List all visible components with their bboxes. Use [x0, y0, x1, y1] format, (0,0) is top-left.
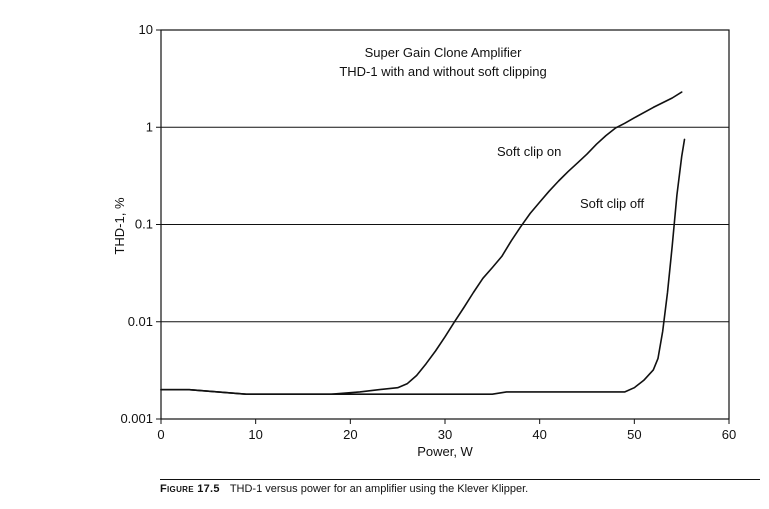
x-tick-label: 60 [722, 427, 736, 442]
figure-caption: Figure 17.5 THD-1 versus power for an amp… [160, 483, 760, 495]
thd-chart: 0 10 20 30 40 50 60 0.001 0.01 0.1 1 10 Super Gain… [112, 22, 736, 459]
x-tick-label: 0 [157, 427, 164, 442]
series-label-soft-clip-off: Soft clip off [580, 196, 644, 211]
x-axis-label: Power, W [417, 444, 473, 459]
x-tick-label: 50 [627, 427, 641, 442]
figure-label: Figure 17.5 [160, 483, 220, 495]
y-tick-label: 10 [139, 22, 153, 37]
x-axis-ticks: 0 10 20 30 40 50 60 [157, 419, 736, 442]
caption-divider [160, 479, 760, 480]
x-tick-label: 40 [532, 427, 546, 442]
y-tick-label: 0.1 [135, 217, 153, 232]
x-tick-label: 30 [438, 427, 452, 442]
series-line-soft-clip-off [160, 138, 686, 396]
gridlines [161, 126, 729, 323]
chart-annotation-title: Super Gain Clone Amplifier [365, 45, 522, 60]
y-tick-label: 0.01 [128, 314, 153, 329]
chart-annotation-subtitle: THD-1 with and without soft clipping [339, 64, 546, 79]
figure-caption-text: THD-1 versus power for an amplifier usin… [229, 483, 529, 495]
series-label-soft-clip-on: Soft clip on [497, 144, 561, 159]
y-axis-label: THD-1, % [112, 197, 127, 255]
y-axis-ticks: 0.001 0.01 0.1 1 10 [120, 22, 161, 426]
series-line-soft-clip-on [160, 91, 683, 396]
y-tick-label: 1 [146, 119, 153, 134]
x-tick-label: 10 [248, 427, 262, 442]
series-lines [160, 91, 686, 396]
x-tick-label: 20 [343, 427, 357, 442]
y-tick-label: 0.001 [120, 411, 153, 426]
